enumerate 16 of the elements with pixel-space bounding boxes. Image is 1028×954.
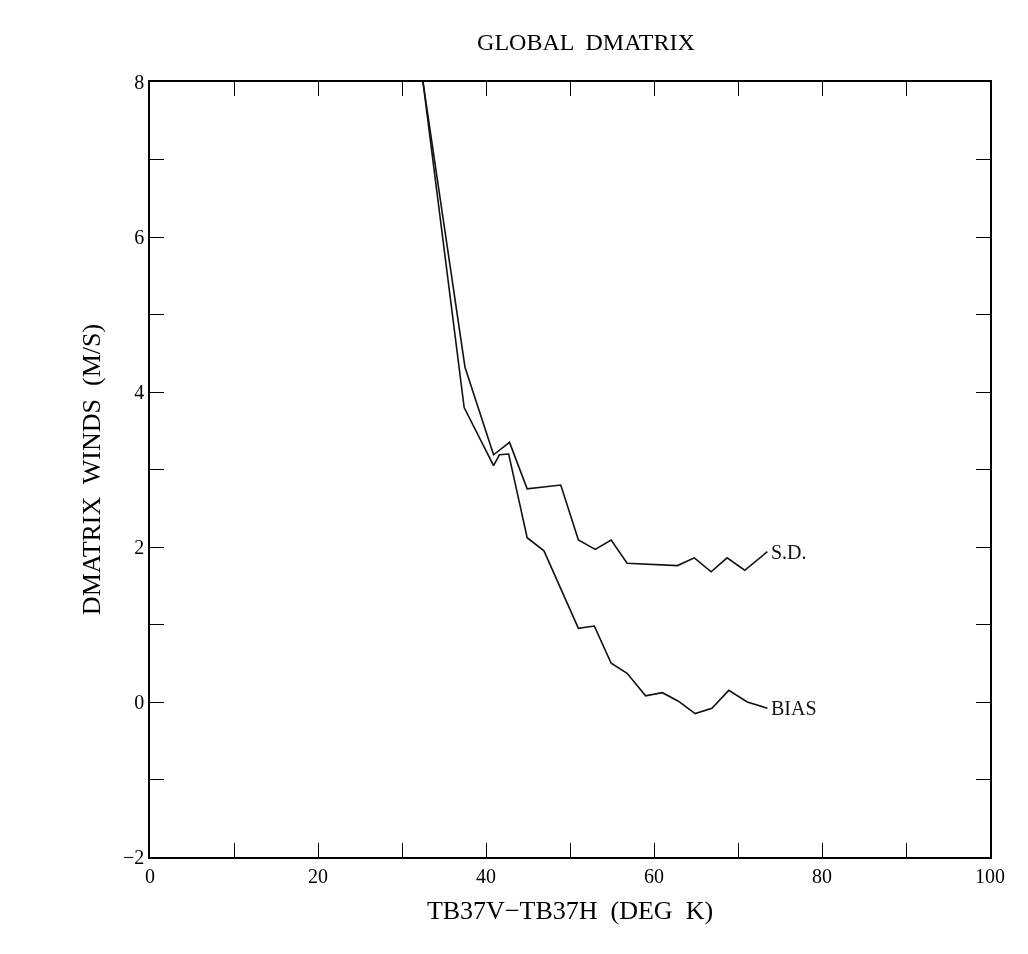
chart-title: GLOBAL DMATRIX (477, 29, 695, 56)
y-tick-label: 8 (134, 71, 145, 93)
y-tick-label: −2 (122, 846, 145, 868)
x-axis-title: TB37V−TB37H (DEG K) (426, 895, 714, 925)
x-tick-label: 40 (476, 864, 496, 887)
y-tick-label: 6 (134, 226, 145, 248)
series-label: S.D. (771, 541, 807, 563)
x-tick-label: 60 (644, 864, 664, 887)
x-tick-label: 80 (812, 864, 832, 887)
y-axis-title: DMATRIX WINDS (M/S) (76, 323, 106, 616)
x-tick-label: 100 (975, 864, 1005, 887)
series-label: BIAS (771, 697, 817, 719)
x-tick-label: 20 (308, 864, 328, 887)
y-tick-label: 0 (134, 691, 145, 713)
y-tick-label: 4 (134, 381, 145, 403)
y-tick-label: 2 (134, 536, 145, 558)
